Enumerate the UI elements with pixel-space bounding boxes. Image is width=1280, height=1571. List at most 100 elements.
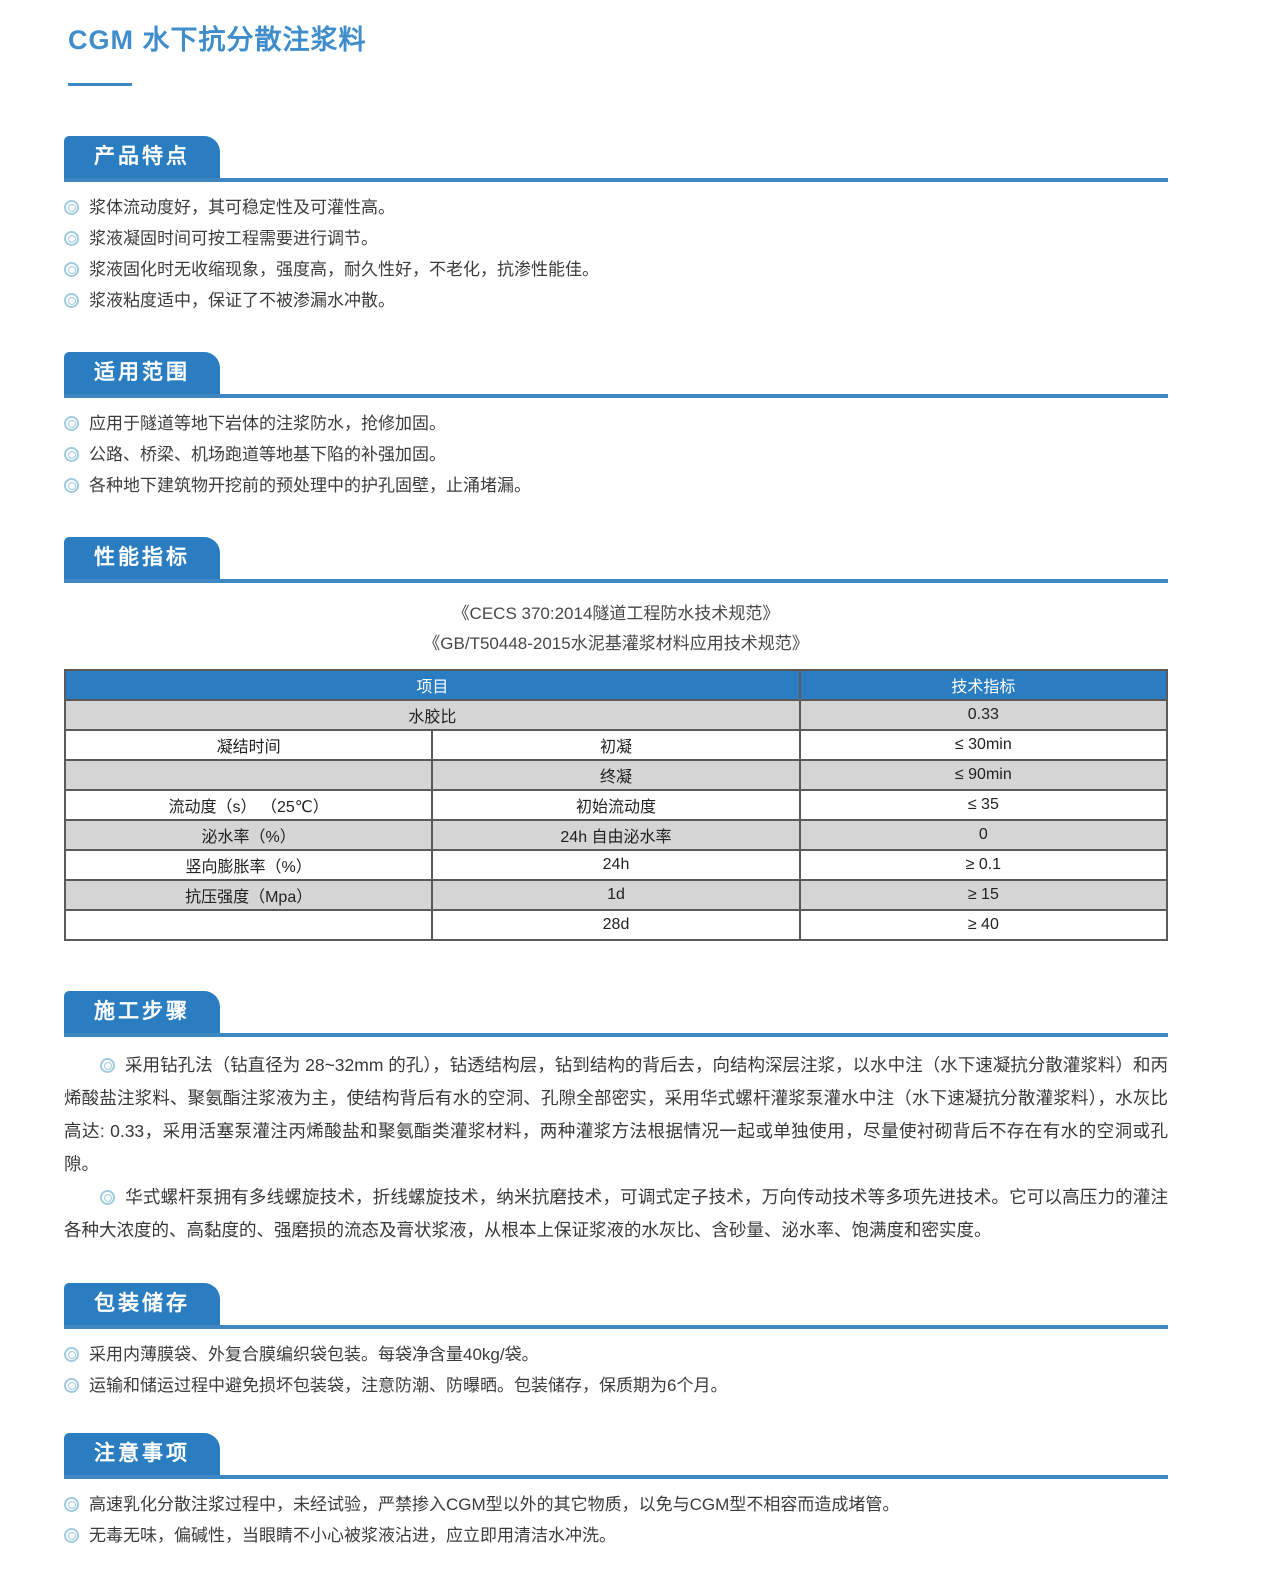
section-heading-tab: 注意事项 xyxy=(64,1433,220,1475)
bullet-text: 高速乳化分散注浆过程中，未经试验，严禁掺入CGM型以外的其它物质，以免与CGM型… xyxy=(89,1495,900,1514)
bullet-list: 采用内薄膜袋、外复合膜编织袋包装。每袋净含量40kg/袋。运输和储运过程中避免损… xyxy=(64,1339,1168,1401)
table-cell: 28d xyxy=(431,909,801,941)
table-cell: 0 xyxy=(798,819,1169,851)
table-cell: 初凝 xyxy=(431,729,801,761)
bullet-icon xyxy=(64,1347,79,1362)
bullet-text: 浆液粘度适中，保证了不被渗漏水冲散。 xyxy=(89,291,395,310)
page-title: CGM 水下抗分散注浆料 xyxy=(68,25,367,55)
bullet-text: 公路、桥梁、机场跑道等地基下陷的补强加固。 xyxy=(89,445,446,464)
table-cell: 凝结时间 xyxy=(63,729,434,761)
bullet-item: 高速乳化分散注浆过程中，未经试验，严禁掺入CGM型以外的其它物质，以免与CGM型… xyxy=(64,1489,1168,1520)
table-cell: ≥ 40 xyxy=(798,909,1169,941)
bullet-item: 应用于隧道等地下岩体的注浆防水，抢修加固。 xyxy=(64,408,1168,439)
bullet-item: 浆体流动度好，其可稳定性及可灌性高。 xyxy=(64,192,1168,223)
bullet-icon xyxy=(64,231,79,246)
bullet-text: 应用于隧道等地下岩体的注浆防水，抢修加固。 xyxy=(89,414,446,433)
section-construction: 施工步骤 采用钻孔法（钻直径为 28~32mm 的孔），钻透结构层，钻到结构的背… xyxy=(64,991,1168,1247)
table-cell: 竖向膨胀率（%） xyxy=(63,849,434,881)
section-packaging: 包装储存 采用内薄膜袋、外复合膜编织袋包装。每袋净含量40kg/袋。运输和储运过… xyxy=(64,1283,1168,1401)
bullet-icon xyxy=(64,1528,79,1543)
standards-references: 《CECS 370:2014隧道工程防水技术规范》 《GB/T50448-201… xyxy=(64,599,1168,659)
table-cell: ≤ 90min xyxy=(798,759,1169,791)
section-header: 性能指标 xyxy=(64,537,1168,583)
table-row: 抗压强度（Mpa） 1d ≥ 15 xyxy=(63,879,1169,911)
section-heading-tab: 适用范围 xyxy=(64,352,220,394)
bullet-item: 运输和储运过程中避免损坏包装袋，注意防潮、防曝晒。包装储存，保质期为6个月。 xyxy=(64,1370,1168,1401)
section-notes: 注意事项 高速乳化分散注浆过程中，未经试验，严禁掺入CGM型以外的其它物质，以免… xyxy=(64,1433,1168,1551)
bullet-text: 浆体流动度好，其可稳定性及可灌性高。 xyxy=(89,198,395,217)
bullet-item: 浆液固化时无收缩现象，强度高，耐久性好，不老化，抗渗性能佳。 xyxy=(64,254,1168,285)
table-row: 流动度（s） （25℃） 初始流动度 ≤ 35 xyxy=(63,789,1169,821)
bullet-list: 高速乳化分散注浆过程中，未经试验，严禁掺入CGM型以外的其它物质，以免与CGM型… xyxy=(64,1489,1168,1551)
table-cell xyxy=(63,759,434,791)
table-header-cell: 项目 xyxy=(64,669,801,701)
table-cell: ≥ 15 xyxy=(798,879,1169,911)
bullet-item: 采用内薄膜袋、外复合膜编织袋包装。每袋净含量40kg/袋。 xyxy=(64,1339,1168,1370)
section-heading-tab: 包装储存 xyxy=(64,1283,220,1325)
section-features: 产品特点 浆体流动度好，其可稳定性及可灌性高。 浆液凝固时间可按工程需要进行调节。… xyxy=(64,136,1168,316)
table-row: 水胶比 0.33 xyxy=(64,699,1169,731)
paragraph-text: 华式螺杆泵拥有多线螺旋技术，折线螺旋技术，纳米抗磨技术，可调式定子技术，万向传动… xyxy=(64,1187,1168,1240)
bullet-text: 浆液凝固时间可按工程需要进行调节。 xyxy=(89,229,378,248)
table-header-cell: 技术指标 xyxy=(798,669,1169,701)
bullet-icon xyxy=(64,200,79,215)
table-row: 终凝 ≤ 90min xyxy=(63,759,1169,791)
table-cell: ≤ 35 xyxy=(798,789,1169,821)
bullet-icon xyxy=(64,1497,79,1512)
section-header: 施工步骤 xyxy=(64,991,1168,1037)
table-row: 凝结时间 初凝 ≤ 30min xyxy=(63,729,1169,761)
standard-reference: 《GB/T50448-2015水泥基灌浆材料应用技术规范》 xyxy=(423,634,809,653)
bullet-icon xyxy=(64,447,79,462)
paragraph-list: 采用钻孔法（钻直径为 28~32mm 的孔），钻透结构层，钻到结构的背后去，向结… xyxy=(64,1049,1168,1247)
bullet-text: 运输和储运过程中避免损坏包装袋，注意防潮、防曝晒。包装储存，保质期为6个月。 xyxy=(89,1376,728,1395)
bullet-text: 浆液固化时无收缩现象，强度高，耐久性好，不老化，抗渗性能佳。 xyxy=(89,260,599,279)
section-heading-tab: 性能指标 xyxy=(64,537,220,579)
section-header: 产品特点 xyxy=(64,136,1168,182)
bullet-list: 浆体流动度好，其可稳定性及可灌性高。 浆液凝固时间可按工程需要进行调节。浆液固化时… xyxy=(64,192,1168,316)
construction-paragraph: 华式螺杆泵拥有多线螺旋技术，折线螺旋技术，纳米抗磨技术，可调式定子技术，万向传动… xyxy=(64,1181,1168,1247)
section-header: 注意事项 xyxy=(64,1433,1168,1479)
table-cell: ≥ 0.1 xyxy=(798,849,1169,881)
table-row: 28d ≥ 40 xyxy=(63,909,1169,941)
bullet-icon xyxy=(64,262,79,277)
section-performance: 性能指标 《CECS 370:2014隧道工程防水技术规范》 《GB/T5044… xyxy=(63,537,1169,941)
bullet-text: 各种地下建筑物开挖前的预处理中的护孔固壁，止涌堵漏。 xyxy=(89,476,531,495)
table-header-row: 项目 技术指标 xyxy=(64,669,1169,701)
section-heading-tab: 施工步骤 xyxy=(64,991,220,1033)
section-scope: 适用范围 应用于隧道等地下岩体的注浆防水，抢修加固。 公路、桥梁、机场跑道等地基下… xyxy=(64,352,1168,501)
bullet-icon xyxy=(64,416,79,431)
table-cell: 水胶比 xyxy=(64,699,801,731)
table-cell xyxy=(63,909,434,941)
table-cell: 1d xyxy=(431,879,801,911)
bullet-icon xyxy=(64,293,79,308)
table-cell: 24h xyxy=(431,849,801,881)
table-cell: 终凝 xyxy=(431,759,801,791)
bullet-item: 浆液凝固时间可按工程需要进行调节。 xyxy=(64,223,1168,254)
table-row: 泌水率（%） 24h 自由泌水率 0 xyxy=(63,819,1169,851)
performance-table: 项目 技术指标 水胶比 0.33 凝结时间 初凝 ≤ 30min 终凝 ≤ 90min 流动度（s… xyxy=(63,669,1169,941)
bullet-icon xyxy=(64,1378,79,1393)
table-cell: 初始流动度 xyxy=(431,789,801,821)
bullet-text: 无毒无味，偏碱性，当眼睛不小心被浆液沾进，应立即用清洁水冲洗。 xyxy=(89,1526,616,1545)
bullet-icon xyxy=(100,1058,115,1073)
bullet-item: 公路、桥梁、机场跑道等地基下陷的补强加固。 xyxy=(64,439,1168,470)
construction-paragraph: 采用钻孔法（钻直径为 28~32mm 的孔），钻透结构层，钻到结构的背后去，向结… xyxy=(64,1049,1168,1181)
table-cell: 流动度（s） （25℃） xyxy=(63,789,434,821)
table-cell: ≤ 30min xyxy=(798,729,1169,761)
bullet-item: 无毒无味，偏碱性，当眼睛不小心被浆液沾进，应立即用清洁水冲洗。 xyxy=(64,1520,1168,1551)
table-cell: 0.33 xyxy=(798,699,1169,731)
standard-reference: 《CECS 370:2014隧道工程防水技术规范》 xyxy=(452,604,780,623)
section-header: 包装储存 xyxy=(64,1283,1168,1329)
table-cell: 24h 自由泌水率 xyxy=(431,819,801,851)
bullet-icon xyxy=(100,1190,115,1205)
table-cell: 泌水率（%） xyxy=(63,819,434,851)
bullet-item: 浆液粘度适中，保证了不被渗漏水冲散。 xyxy=(64,285,1168,316)
bullet-item: 各种地下建筑物开挖前的预处理中的护孔固壁，止涌堵漏。 xyxy=(64,470,1168,501)
table-cell: 抗压强度（Mpa） xyxy=(63,879,434,911)
table-row: 竖向膨胀率（%） 24h ≥ 0.1 xyxy=(63,849,1169,881)
paragraph-text: 采用钻孔法（钻直径为 28~32mm 的孔），钻透结构层，钻到结构的背后去，向结… xyxy=(64,1055,1168,1174)
bullet-icon xyxy=(64,478,79,493)
title-underline xyxy=(68,83,132,86)
section-heading-tab: 产品特点 xyxy=(64,136,220,178)
